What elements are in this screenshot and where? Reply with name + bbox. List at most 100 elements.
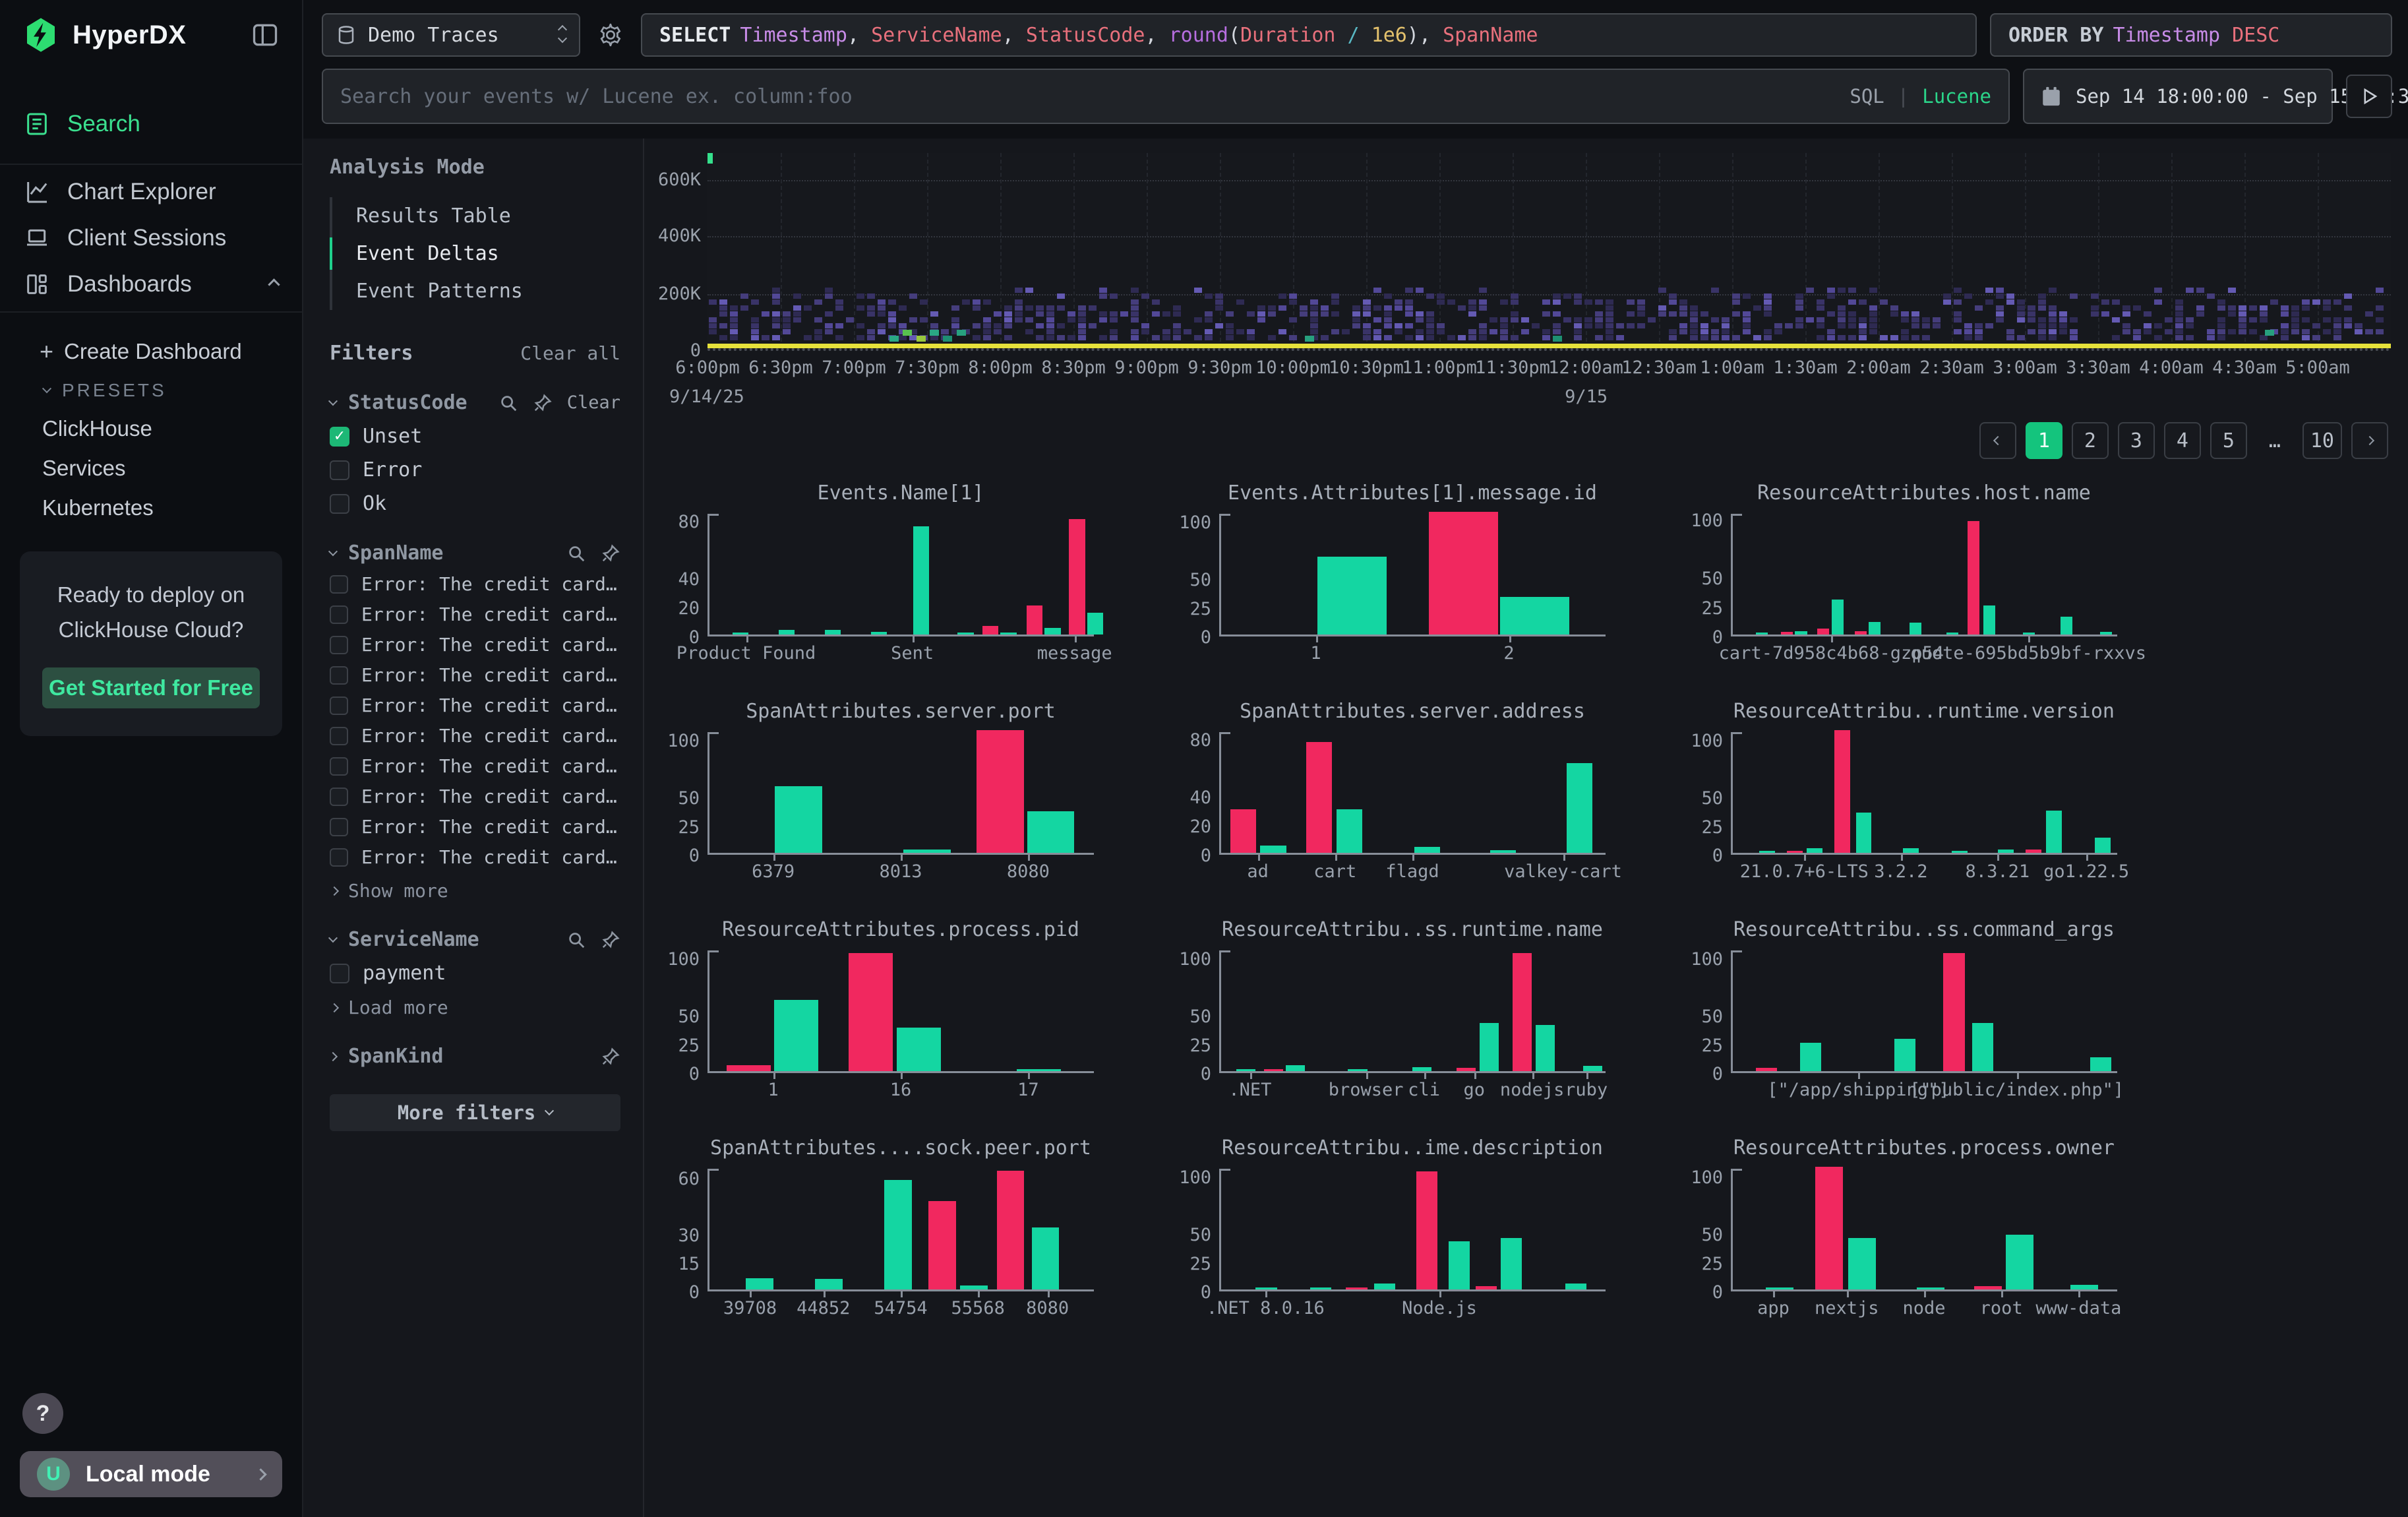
heatmap-cell — [1036, 335, 1044, 340]
timeline-heatmap-plot[interactable] — [707, 153, 2391, 351]
account-menu[interactable]: U Local mode — [20, 1451, 282, 1497]
heatmap-cell — [1911, 311, 1919, 317]
mini-chart-plot[interactable] — [707, 730, 1094, 855]
pin-icon[interactable] — [601, 930, 620, 950]
collapse-sidebar-icon[interactable] — [251, 20, 280, 49]
get-started-button[interactable]: Get Started for Free — [42, 667, 260, 708]
sidebar-preset-services[interactable]: Services — [42, 456, 126, 480]
pin-icon[interactable] — [601, 543, 620, 563]
filter-option[interactable]: payment — [330, 962, 620, 985]
load-more-link[interactable]: Load more — [329, 997, 620, 1018]
checkbox[interactable] — [330, 848, 348, 867]
mini-chart-plot[interactable] — [1731, 730, 2117, 855]
checkbox[interactable] — [330, 726, 348, 745]
page-button-3[interactable]: 3 — [2117, 422, 2155, 459]
gear-icon[interactable] — [593, 22, 628, 48]
lucene-mode-toggle[interactable]: Lucene — [1922, 85, 1991, 108]
page-button-1[interactable]: 1 — [2025, 422, 2062, 459]
search-icon[interactable] — [498, 393, 518, 413]
mini-chart-plot[interactable] — [1731, 950, 2117, 1073]
filter-option[interactable]: Error: The credit card (… — [330, 573, 620, 595]
analysis-mode-results-table[interactable]: Results Table — [356, 204, 511, 228]
filter-option[interactable]: Error — [330, 458, 620, 481]
previous-page-button[interactable] — [1979, 422, 2016, 459]
show-more-link[interactable]: Show more — [329, 880, 620, 902]
filter-option[interactable]: Error: The credit card (… — [330, 755, 620, 777]
sidebar-item-search[interactable]: Search — [0, 96, 302, 152]
chevron-right-icon[interactable] — [328, 1051, 338, 1061]
checkbox[interactable] — [330, 460, 349, 480]
filter-group-name[interactable]: StatusCode — [348, 391, 467, 414]
filter-option[interactable]: Error: The credit card (… — [330, 634, 620, 656]
page-button-2[interactable]: 2 — [2071, 422, 2109, 459]
filter-group-name[interactable]: ServiceName — [348, 928, 479, 951]
analysis-mode-event-deltas[interactable]: Event Deltas — [330, 235, 620, 272]
clear-group-link[interactable]: Clear — [566, 392, 620, 413]
checkbox-checked[interactable]: ✓ — [330, 426, 349, 447]
source-select[interactable]: Demo Traces — [322, 13, 580, 57]
filter-group-name[interactable]: SpanName — [348, 542, 444, 565]
pin-icon[interactable] — [601, 1047, 620, 1067]
heatmap-cell — [1933, 323, 1941, 328]
page-button-5[interactable]: 5 — [2210, 422, 2247, 459]
filter-option[interactable]: Error: The credit card (… — [330, 664, 620, 686]
heatmap-cell — [1722, 323, 1730, 328]
filter-option[interactable]: Error: The credit card (… — [330, 695, 620, 716]
mini-chart-plot[interactable] — [1731, 514, 2117, 636]
checkbox[interactable] — [330, 574, 348, 594]
heatmap-cell — [1511, 317, 1519, 323]
sidebar-preset-kubernetes[interactable]: Kubernetes — [42, 495, 154, 520]
filter-option[interactable]: Error: The credit card (… — [330, 816, 620, 838]
search-icon[interactable] — [566, 543, 586, 563]
search-input[interactable] — [340, 84, 1837, 108]
filter-option[interactable]: Error: The credit card (… — [330, 604, 620, 625]
more-filters-button[interactable]: More filters — [330, 1094, 620, 1131]
next-page-button[interactable] — [2351, 422, 2388, 459]
create-dashboard-button[interactable]: + Create Dashboard — [0, 331, 302, 372]
checkbox[interactable] — [330, 817, 348, 836]
help-button[interactable]: ? — [22, 1393, 63, 1434]
presets-toggle[interactable]: PRESETS — [0, 372, 302, 409]
checkbox[interactable] — [330, 696, 348, 715]
run-query-button[interactable] — [2346, 75, 2392, 118]
checkbox[interactable] — [330, 787, 348, 806]
mini-chart-plot[interactable] — [1219, 1169, 1606, 1291]
filter-group-name[interactable]: SpanKind — [348, 1045, 444, 1068]
filter-option[interactable]: Error: The credit card (… — [330, 725, 620, 747]
mini-chart-plot[interactable] — [1219, 512, 1606, 636]
select-query-input[interactable]: SELECT Timestamp, ServiceName, StatusCod… — [641, 13, 1977, 57]
sidebar-item-chart-explorer[interactable]: Chart Explorer — [0, 169, 302, 215]
checkbox[interactable] — [330, 757, 348, 776]
filter-option[interactable]: Ok — [330, 492, 620, 515]
page-button-10[interactable]: 10 — [2302, 422, 2342, 459]
order-by-input[interactable]: ORDER BY Timestamp DESC — [1990, 13, 2392, 57]
sidebar-item-dashboards[interactable]: Dashboards — [0, 261, 302, 307]
mini-chart-plot[interactable] — [1219, 950, 1606, 1073]
search-icon[interactable] — [566, 930, 586, 950]
chevron-down-icon[interactable] — [328, 396, 338, 406]
checkbox[interactable] — [330, 635, 348, 654]
sql-mode-toggle[interactable]: SQL — [1850, 85, 1884, 108]
mini-chart-plot[interactable] — [1731, 1167, 2117, 1291]
chevron-down-icon[interactable] — [328, 546, 338, 556]
filter-option[interactable]: Error: The credit card (… — [330, 846, 620, 868]
mini-chart-plot[interactable] — [707, 1169, 1094, 1291]
checkbox[interactable] — [330, 493, 349, 514]
filter-option[interactable]: ✓ Unset — [330, 425, 620, 448]
mini-chart-plot[interactable] — [707, 950, 1094, 1073]
pin-icon[interactable] — [533, 393, 553, 413]
clear-all-filters-link[interactable]: Clear all — [520, 342, 620, 364]
chevron-down-icon[interactable] — [328, 933, 338, 943]
checkbox[interactable] — [330, 666, 348, 685]
checkbox[interactable] — [330, 605, 348, 624]
mini-chart-plot[interactable] — [1219, 732, 1606, 855]
heatmap-cell — [1226, 311, 1234, 317]
page-button-4[interactable]: 4 — [2163, 422, 2201, 459]
sidebar-preset-clickhouse[interactable]: ClickHouse — [42, 416, 152, 441]
checkbox[interactable] — [330, 963, 349, 983]
sidebar-item-client-sessions[interactable]: Client Sessions — [0, 215, 302, 261]
date-range-picker[interactable]: Sep 14 18:00:00 - Sep 15 05:30:00 — [2023, 69, 2408, 124]
mini-chart-plot[interactable] — [707, 514, 1103, 636]
filter-option[interactable]: Error: The credit card (… — [330, 786, 620, 807]
analysis-mode-event-patterns[interactable]: Event Patterns — [356, 280, 523, 303]
